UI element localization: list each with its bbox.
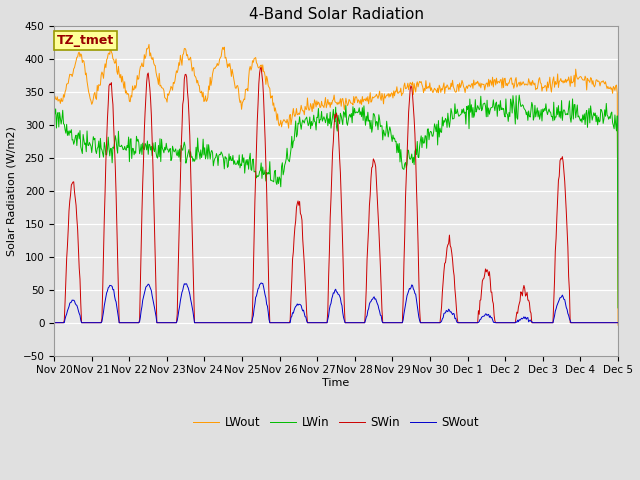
LWout (118, 73, 126, 79)
SWin (118, 320, 126, 325)
SWin (51, 320, 58, 325)
LWout (145, 42, 153, 48)
LWin (421, 133, 429, 139)
SWout (205, 320, 213, 325)
SWin (205, 320, 213, 325)
Title: 4-Band Solar Radiation: 4-Band Solar Radiation (248, 7, 424, 22)
SWin (422, 320, 429, 325)
LWin (176, 146, 184, 152)
SWout (118, 320, 126, 325)
LWin (60, 121, 68, 127)
SWin (176, 210, 184, 216)
LWin (515, 92, 523, 98)
LWout (206, 74, 214, 80)
Legend: LWout, LWin, SWin, SWout: LWout, LWin, SWin, SWout (188, 411, 484, 433)
SWout (422, 320, 429, 325)
SWout (406, 286, 413, 291)
Line: LWin: LWin (54, 95, 618, 308)
LWin (404, 148, 412, 154)
SWin (257, 65, 265, 71)
LWout (422, 78, 429, 84)
SWin (60, 317, 68, 323)
LWin (614, 305, 622, 311)
LWout (614, 323, 622, 328)
LWin (118, 144, 126, 150)
SWin (406, 97, 413, 103)
SWin (614, 320, 622, 325)
LWin (205, 148, 213, 154)
LWout (60, 94, 68, 100)
LWout (177, 52, 184, 58)
SWout (51, 320, 58, 325)
LWout (406, 83, 413, 88)
Line: LWout: LWout (54, 45, 618, 325)
Text: TZ_tmet: TZ_tmet (57, 34, 114, 47)
SWout (176, 303, 184, 309)
Line: SWout: SWout (54, 283, 618, 323)
Line: SWin: SWin (54, 68, 618, 323)
SWout (257, 280, 265, 286)
LWin (51, 107, 58, 113)
SWout (614, 320, 622, 325)
X-axis label: Time: Time (323, 378, 349, 388)
LWout (51, 96, 58, 101)
SWout (60, 320, 68, 325)
Y-axis label: Solar Radiation (W/m2): Solar Radiation (W/m2) (7, 126, 17, 256)
